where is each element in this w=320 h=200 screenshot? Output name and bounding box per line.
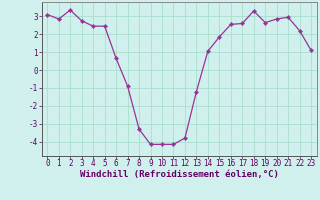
- X-axis label: Windchill (Refroidissement éolien,°C): Windchill (Refroidissement éolien,°C): [80, 170, 279, 179]
